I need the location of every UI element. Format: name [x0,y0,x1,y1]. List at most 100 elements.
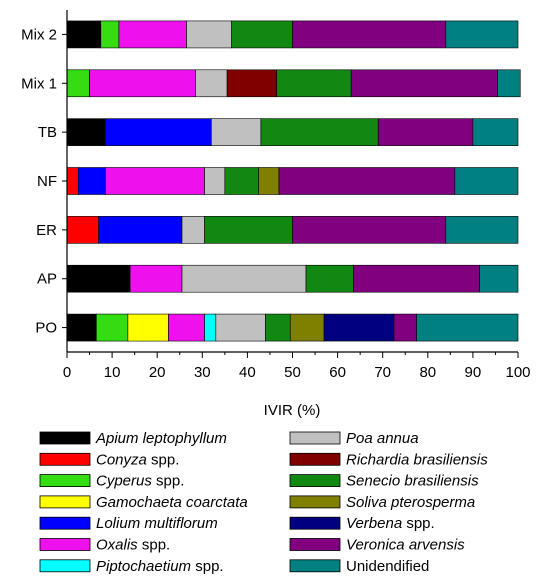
legend-swatch [289,474,341,488]
bar-segment-po-0 [66,313,97,342]
bar-segment-po-3 [127,313,169,342]
bar-segment-tb-13 [472,118,519,146]
legend-swatch [289,516,341,530]
legend-swatch [289,559,341,573]
y-tick-label: PO [35,320,57,337]
x-tick-label: 50 [284,364,301,381]
bar-segment-mix-1-7 [195,69,228,98]
x-tick-label: 80 [419,364,436,381]
bar-segment-nf-9 [224,167,259,195]
x-tick-label: 40 [239,364,256,381]
bar-segment-tb-4 [105,118,212,146]
bar-segment-nf-1 [66,167,79,195]
bar-segment-ap-9 [305,264,354,293]
bar-segment-po-11 [323,313,395,342]
bar-segment-mix-2-12 [292,20,447,49]
bars-layer [66,20,521,342]
bar-segment-nf-7 [204,167,226,195]
legend-label: Cyperus spp. [96,473,184,490]
bar-segment-po-2 [96,313,129,342]
bar-segment-mix-2-5 [118,20,187,49]
x-tick-label: 10 [104,364,121,381]
bar-segment-po-7 [215,313,266,342]
legend-label: Lolium multiflorum [96,515,218,532]
bar-segment-nf-5 [105,167,205,195]
y-tick-label: Mix 2 [21,26,57,43]
bar-segment-mix-2-13 [445,20,519,49]
bar-segment-po-12 [393,313,417,342]
legend-swatch [39,495,91,509]
bar-segment-po-13 [416,313,519,342]
legend-swatch [289,452,341,466]
bar-segment-mix-2-0 [66,20,102,49]
bar-segment-nf-12 [278,167,456,195]
legend-label: Senecio brasiliensis [346,473,479,490]
bar-segment-mix-1-13 [497,69,521,98]
legend-label: Veronica arvensis [346,537,465,554]
legend-label: Apium leptophyllum [95,430,227,447]
bar-segment-mix-1-2 [66,69,90,98]
x-tick-label: 90 [465,364,482,381]
bar-segment-nf-13 [454,167,519,195]
legend-label: Verbena spp. [346,515,435,532]
legend-label: Piptochaetium spp. [96,558,224,575]
bar-segment-mix-2-9 [231,20,293,49]
x-tick-label: 30 [194,364,211,381]
bar-segment-tb-7 [211,118,262,146]
bar-segment-er-1 [66,216,99,244]
bar-segment-nf-4 [77,167,106,195]
axes-layer: PO AP ER NF TB Mix 1 Mix 2 0 10 20 30 40 50 60 70 80 90 1… [21,10,531,381]
bar-segment-po-9 [265,313,291,342]
legend-swatch [39,474,91,488]
bar-segment-mix-1-9 [276,69,352,98]
bar-segment-ap-13 [479,264,519,293]
bar-segment-ap-5 [129,264,183,293]
legend-label: Poa annua [346,430,419,447]
legend: Apium leptophyllum Conyza spp. Cyperus spp… [39,430,488,575]
x-tick-label: 60 [329,364,346,381]
legend-swatch [39,516,91,530]
bar-segment-po-10 [289,313,325,342]
bar-segment-mix-1-8 [226,69,278,98]
x-tick-label: 100 [505,364,530,381]
legend-label: Oxalis spp. [96,537,170,554]
legend-label: Richardia brasiliensis [346,451,488,468]
x-axis-title: IVIR (%) [264,402,321,419]
bar-segment-tb-0 [66,118,106,146]
bar-segment-nf-10 [258,167,280,195]
y-tick-label: TB [38,124,57,141]
bar-segment-er-12 [292,216,447,244]
legend-label: Conyza spp. [96,451,179,468]
y-tick-label: Mix 1 [21,75,57,92]
bar-segment-er-13 [445,216,519,244]
x-tick-label: 0 [63,364,71,381]
bar-segment-mix-2-2 [100,20,120,49]
bar-segment-er-9 [204,216,293,244]
legend-swatch [289,495,341,509]
bar-segment-mix-1-5 [89,69,196,98]
legend-swatch [39,431,91,445]
legend-swatch [39,559,91,573]
bar-segment-mix-2-7 [186,20,232,49]
bar-segment-mix-1-12 [350,69,499,98]
x-tick-label: 70 [374,364,391,381]
bar-segment-po-6 [204,313,217,342]
bar-segment-tb-9 [260,118,379,146]
x-tick-label: 20 [149,364,166,381]
y-tick-label: AP [37,271,57,288]
bar-segment-er-4 [98,216,183,244]
legend-label: Gamochaeta coarctata [96,494,248,511]
legend-swatch [39,538,91,551]
legend-swatch [289,538,341,551]
y-tick-label: NF [37,173,57,190]
bar-segment-ap-12 [353,264,480,293]
bar-segment-er-7 [181,216,205,244]
bar-segment-po-5 [168,313,205,342]
legend-label: Soliva pterosperma [346,494,475,511]
bar-segment-tb-12 [377,118,474,146]
legend-label: Unidendified [346,558,429,575]
y-tick-label: ER [36,222,57,239]
bar-segment-ap-7 [181,264,307,293]
legend-swatch [289,431,341,445]
